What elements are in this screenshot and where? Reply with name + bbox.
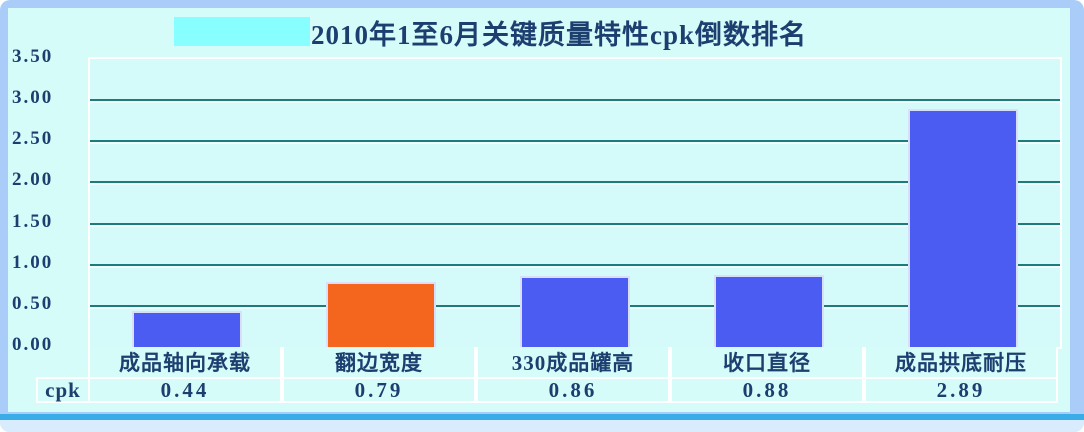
bar <box>714 274 824 347</box>
gridline <box>90 181 1060 184</box>
chart-canvas: 2010年1至6月关键质量特性cpk倒数排名 3.50 3.00 2.50 2.00 1… <box>8 8 1070 412</box>
y-tick-label: 3.00 <box>12 87 54 109</box>
y-tick-label: 0.00 <box>12 334 54 355</box>
value-cell: 2.89 <box>864 377 1058 403</box>
y-tick-label: 2.00 <box>12 169 54 191</box>
y-tick-label: 2.50 <box>12 128 54 150</box>
y-tick-label: 3.50 <box>12 46 54 67</box>
cpk-row-label: cpk <box>36 377 90 403</box>
bottom-pale-strip <box>0 420 1084 432</box>
title-row: 2010年1至6月关键质量特性cpk倒数排名 <box>8 8 1070 56</box>
title-highlight-box <box>174 17 310 46</box>
value-cell: 0.88 <box>670 377 864 403</box>
y-tick-label: 1.50 <box>12 210 54 232</box>
bar <box>326 281 436 347</box>
category-cell: 翻边宽度 <box>282 347 476 379</box>
category-cell: 收口直径 <box>670 347 864 379</box>
gridline <box>90 99 1060 102</box>
category-cell: 330成品罐高 <box>476 347 670 379</box>
bottom-accent-line <box>0 414 1084 420</box>
plot-area <box>88 57 1062 349</box>
gridline <box>90 222 1060 225</box>
gridline <box>90 263 1060 266</box>
value-cell: 0.79 <box>282 377 476 403</box>
value-cell: 0.86 <box>476 377 670 403</box>
bar <box>520 276 630 347</box>
bar <box>132 310 242 347</box>
y-tick-label: 1.00 <box>12 251 54 273</box>
gridline <box>90 140 1060 143</box>
chart-title: 2010年1至6月关键质量特性cpk倒数排名 <box>311 20 808 50</box>
y-tick-label: 0.50 <box>12 292 54 314</box>
category-cell: 成品拱底耐压 <box>864 347 1058 379</box>
value-cell: 0.44 <box>88 377 282 403</box>
bar <box>908 109 1018 347</box>
category-cell: 成品轴向承载 <box>88 347 282 379</box>
